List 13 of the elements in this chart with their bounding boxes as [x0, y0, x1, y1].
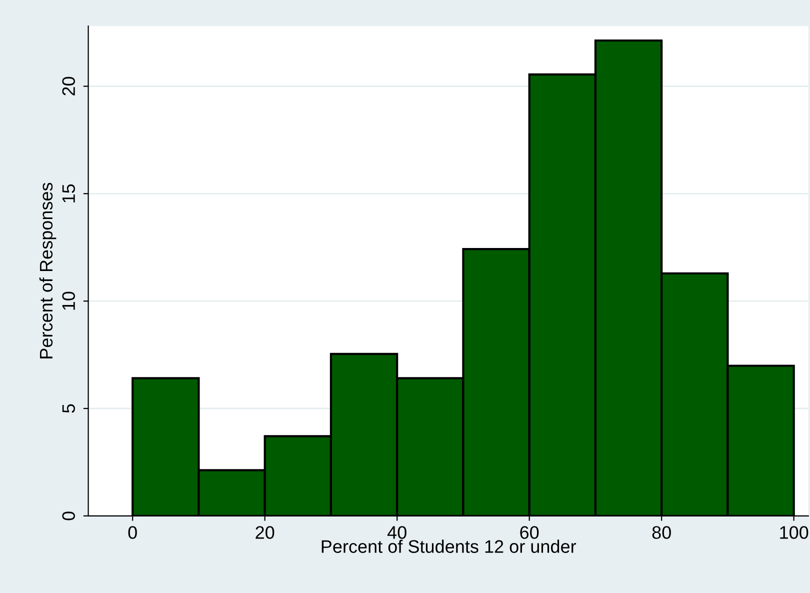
x-tick-label: 100 — [780, 526, 808, 539]
x-tick-label: 80 — [652, 526, 671, 539]
y-tick-label: 10 — [62, 292, 75, 310]
x-tick-label: 60 — [520, 526, 539, 539]
y-tick-label: 20 — [62, 76, 75, 96]
y-tick-label: 0 — [62, 512, 75, 520]
x-tick-label: 40 — [387, 526, 406, 539]
y-tick-label: 5 — [62, 404, 75, 413]
x-axis-title: Percent of Students 12 or under — [322, 540, 576, 553]
x-tick-label: 0 — [128, 526, 137, 539]
y-tick-label: 15 — [62, 184, 75, 202]
y-axis-title: Percent of Responses — [39, 182, 56, 358]
x-tick-label: 20 — [256, 526, 274, 539]
